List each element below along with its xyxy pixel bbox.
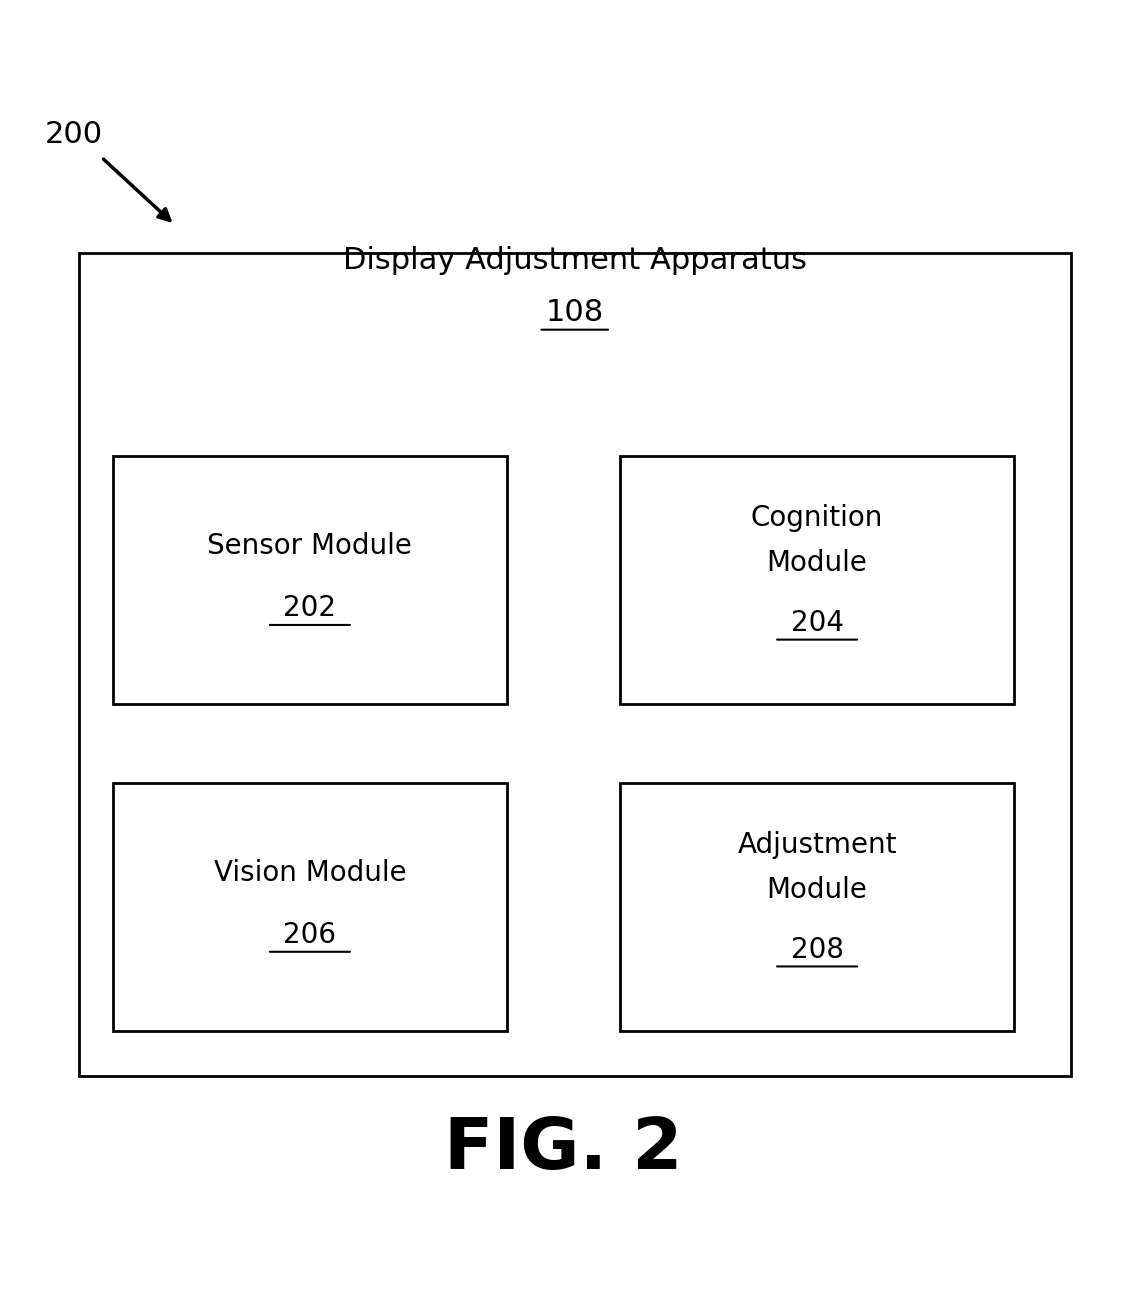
FancyBboxPatch shape [620,782,1014,1031]
FancyBboxPatch shape [113,456,507,704]
Text: Display Adjustment Apparatus: Display Adjustment Apparatus [343,246,807,276]
Text: Sensor Module: Sensor Module [207,532,412,559]
FancyBboxPatch shape [113,782,507,1031]
Text: 200: 200 [45,120,104,149]
Text: 202: 202 [283,594,337,622]
Text: 204: 204 [790,609,844,637]
Text: Vision Module: Vision Module [214,859,406,887]
Text: Adjustment: Adjustment [737,830,897,859]
Text: 108: 108 [545,298,604,328]
Text: 206: 206 [283,921,337,949]
Text: Module: Module [766,549,868,578]
Text: Cognition: Cognition [751,504,884,532]
Text: Module: Module [766,875,868,904]
Text: FIG. 2: FIG. 2 [444,1115,683,1184]
Text: 208: 208 [790,935,844,963]
FancyBboxPatch shape [620,456,1014,704]
FancyBboxPatch shape [79,253,1071,1076]
